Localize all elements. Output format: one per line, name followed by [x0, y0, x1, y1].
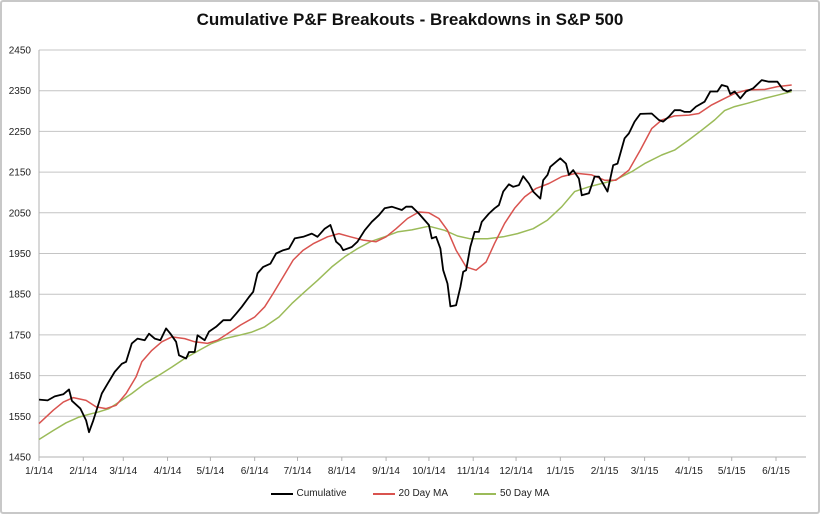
legend-item-20-day-ma: 20 Day MA — [372, 488, 449, 499]
series-line-cumulative — [38, 79, 793, 434]
x-tick-label: 8/1/14 — [328, 466, 356, 477]
y-tick-label: 1850 — [9, 290, 32, 301]
legend-swatch-cumulative — [270, 492, 293, 495]
x-tick-label: 6/1/15 — [762, 466, 790, 477]
y-tick-label: 2350 — [9, 86, 32, 97]
x-tick-label: 2/1/14 — [69, 466, 97, 477]
series-line-50-day-ma — [38, 90, 792, 441]
x-tick-label: 11/1/14 — [457, 466, 490, 477]
y-tick-label: 1750 — [9, 330, 32, 341]
x-tick-label: 4/1/15 — [675, 466, 703, 477]
x-tick-label: 3/1/15 — [631, 466, 659, 477]
x-tick-label: 2/1/15 — [591, 466, 619, 477]
legend-item-50-day-ma: 50 Day MA — [474, 488, 549, 499]
x-tick-label: 4/1/14 — [154, 466, 182, 477]
x-tick-label: 7/1/14 — [284, 466, 312, 477]
y-tick-label: 1950 — [9, 249, 32, 260]
y-tick-label: 2050 — [9, 208, 32, 219]
legend-label-50-day-ma: 50 Day MA — [500, 488, 550, 499]
y-tick-label: 1550 — [9, 412, 32, 423]
x-tick-label: 5/1/15 — [718, 466, 746, 477]
x-tick-label: 5/1/14 — [196, 466, 224, 477]
chart-title: Cumulative P&F Breakouts - Breakdowns in… — [196, 10, 624, 29]
legend-swatch-50-day-ma — [474, 492, 497, 495]
x-tick-label: 6/1/14 — [241, 466, 269, 477]
legend-item-cumulative: Cumulative — [270, 488, 347, 499]
legend-swatch-20-day-ma — [372, 492, 395, 495]
legend-label-cumulative: Cumulative — [296, 488, 347, 499]
y-tick-label: 2150 — [9, 168, 32, 179]
legend: Cumulative 20 Day MA 50 Day MA — [0, 488, 820, 499]
x-tick-label: 1/1/14 — [25, 466, 53, 477]
x-tick-label: 1/1/15 — [546, 466, 574, 477]
y-tick-label: 1650 — [9, 371, 32, 382]
y-tick-label: 2250 — [9, 127, 32, 138]
x-tick-label: 10/1/14 — [412, 466, 446, 477]
y-tick-label: 2450 — [9, 46, 32, 57]
legend-label-20-day-ma: 20 Day MA — [398, 488, 449, 499]
series-line-20-day-ma — [38, 84, 792, 425]
x-tick-label: 3/1/14 — [109, 466, 137, 477]
x-tick-label: 9/1/14 — [372, 466, 400, 477]
y-tick-label: 1450 — [9, 453, 32, 464]
x-tick-label: 12/1/14 — [499, 466, 533, 477]
